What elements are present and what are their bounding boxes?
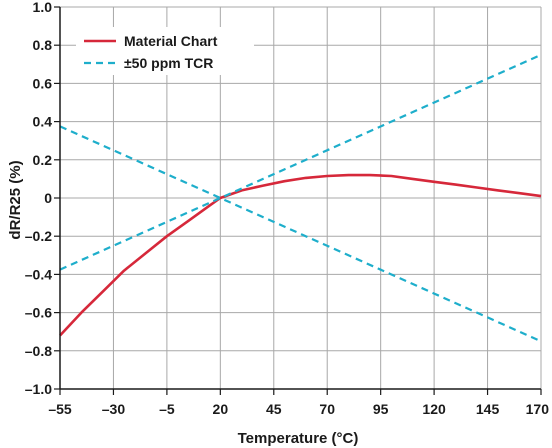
x-tick-label-4: 45 — [266, 401, 282, 417]
y-tick-label-10: –1.0 — [25, 381, 52, 397]
series-line-1 — [59, 53, 542, 271]
axes — [54, 6, 542, 395]
x-tick-label-7: 120 — [422, 401, 446, 417]
series-line-0 — [59, 173, 542, 337]
x-tick-label-0: –55 — [48, 401, 72, 417]
x-tick-label-6: 95 — [373, 401, 389, 417]
y-tick-label-8: –0.6 — [25, 305, 52, 321]
x-tick-label-9: 170 — [526, 401, 550, 417]
y-tick-label-0: 1.0 — [33, 0, 53, 15]
y-tick-label-3: 0.4 — [33, 114, 53, 130]
y-tick-labels: 1.0 0.8 0.6 0.4 0.2 0 –0.2 –0.4 –0.6 –0.8 –1.0 — [25, 0, 52, 397]
y-tick-label-9: –0.8 — [25, 343, 52, 359]
series-group — [59, 53, 542, 343]
legend-label-1: ±50 ppm TCR — [124, 55, 213, 71]
y-tick-label-4: 0.2 — [33, 152, 53, 168]
x-tick-label-3: 20 — [213, 401, 229, 417]
y-tick-label-7: –0.4 — [25, 266, 52, 282]
legend: Material Chart ±50 ppm TCR — [76, 27, 254, 75]
x-tick-label-1: –30 — [102, 401, 126, 417]
x-tick-label-8: 145 — [476, 401, 500, 417]
y-tick-label-1: 0.8 — [33, 37, 53, 53]
y-tick-label-2: 0.6 — [33, 75, 53, 91]
x-tick-label-5: 70 — [319, 401, 335, 417]
y-axis-title: dR/R25 (%) — [7, 160, 24, 239]
legend-label-0: Material Chart — [124, 33, 218, 49]
x-tick-label-2: –5 — [159, 401, 175, 417]
y-tick-label-6: –0.2 — [25, 228, 52, 244]
series-line-2 — [59, 125, 542, 343]
legend-background — [76, 27, 254, 75]
x-tick-labels: –55 –30 –5 20 45 70 95 120 145 170 — [48, 401, 549, 417]
y-tick-label-5: 0 — [44, 190, 52, 206]
x-axis-title: Temperature (°C) — [238, 430, 359, 447]
